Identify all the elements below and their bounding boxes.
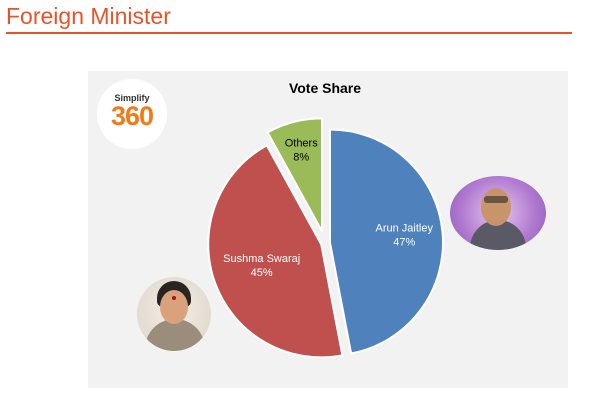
slice-name-label: Arun Jaitley <box>375 223 433 235</box>
slice-name-label: Others <box>285 137 319 149</box>
slice-value-label: 45% <box>251 267 273 279</box>
jaitley-face <box>481 188 511 226</box>
slice-name-label: Sushma Swaraj <box>223 253 300 265</box>
glasses-icon <box>484 196 508 203</box>
page-title: Foreign Minister <box>6 3 171 29</box>
pie-slice-arun-jaitley <box>328 128 444 355</box>
pie-slice-others <box>266 117 324 232</box>
simplify360-logo: Simplify 360 <box>97 79 167 149</box>
slice-value-label: 47% <box>393 237 415 249</box>
bindi-icon <box>172 296 176 300</box>
title-divider <box>6 32 572 34</box>
swaraj-face <box>160 290 188 324</box>
slice-value-label: 8% <box>293 151 309 163</box>
person-photo-icon <box>137 277 211 351</box>
person-photo-icon <box>450 176 546 250</box>
chart-title: Vote Share <box>289 80 361 96</box>
logo-top-text: Simplify <box>114 93 150 103</box>
logo-number-text: 360 <box>110 101 154 131</box>
pie-slice-sushma-swaraj <box>207 143 344 359</box>
